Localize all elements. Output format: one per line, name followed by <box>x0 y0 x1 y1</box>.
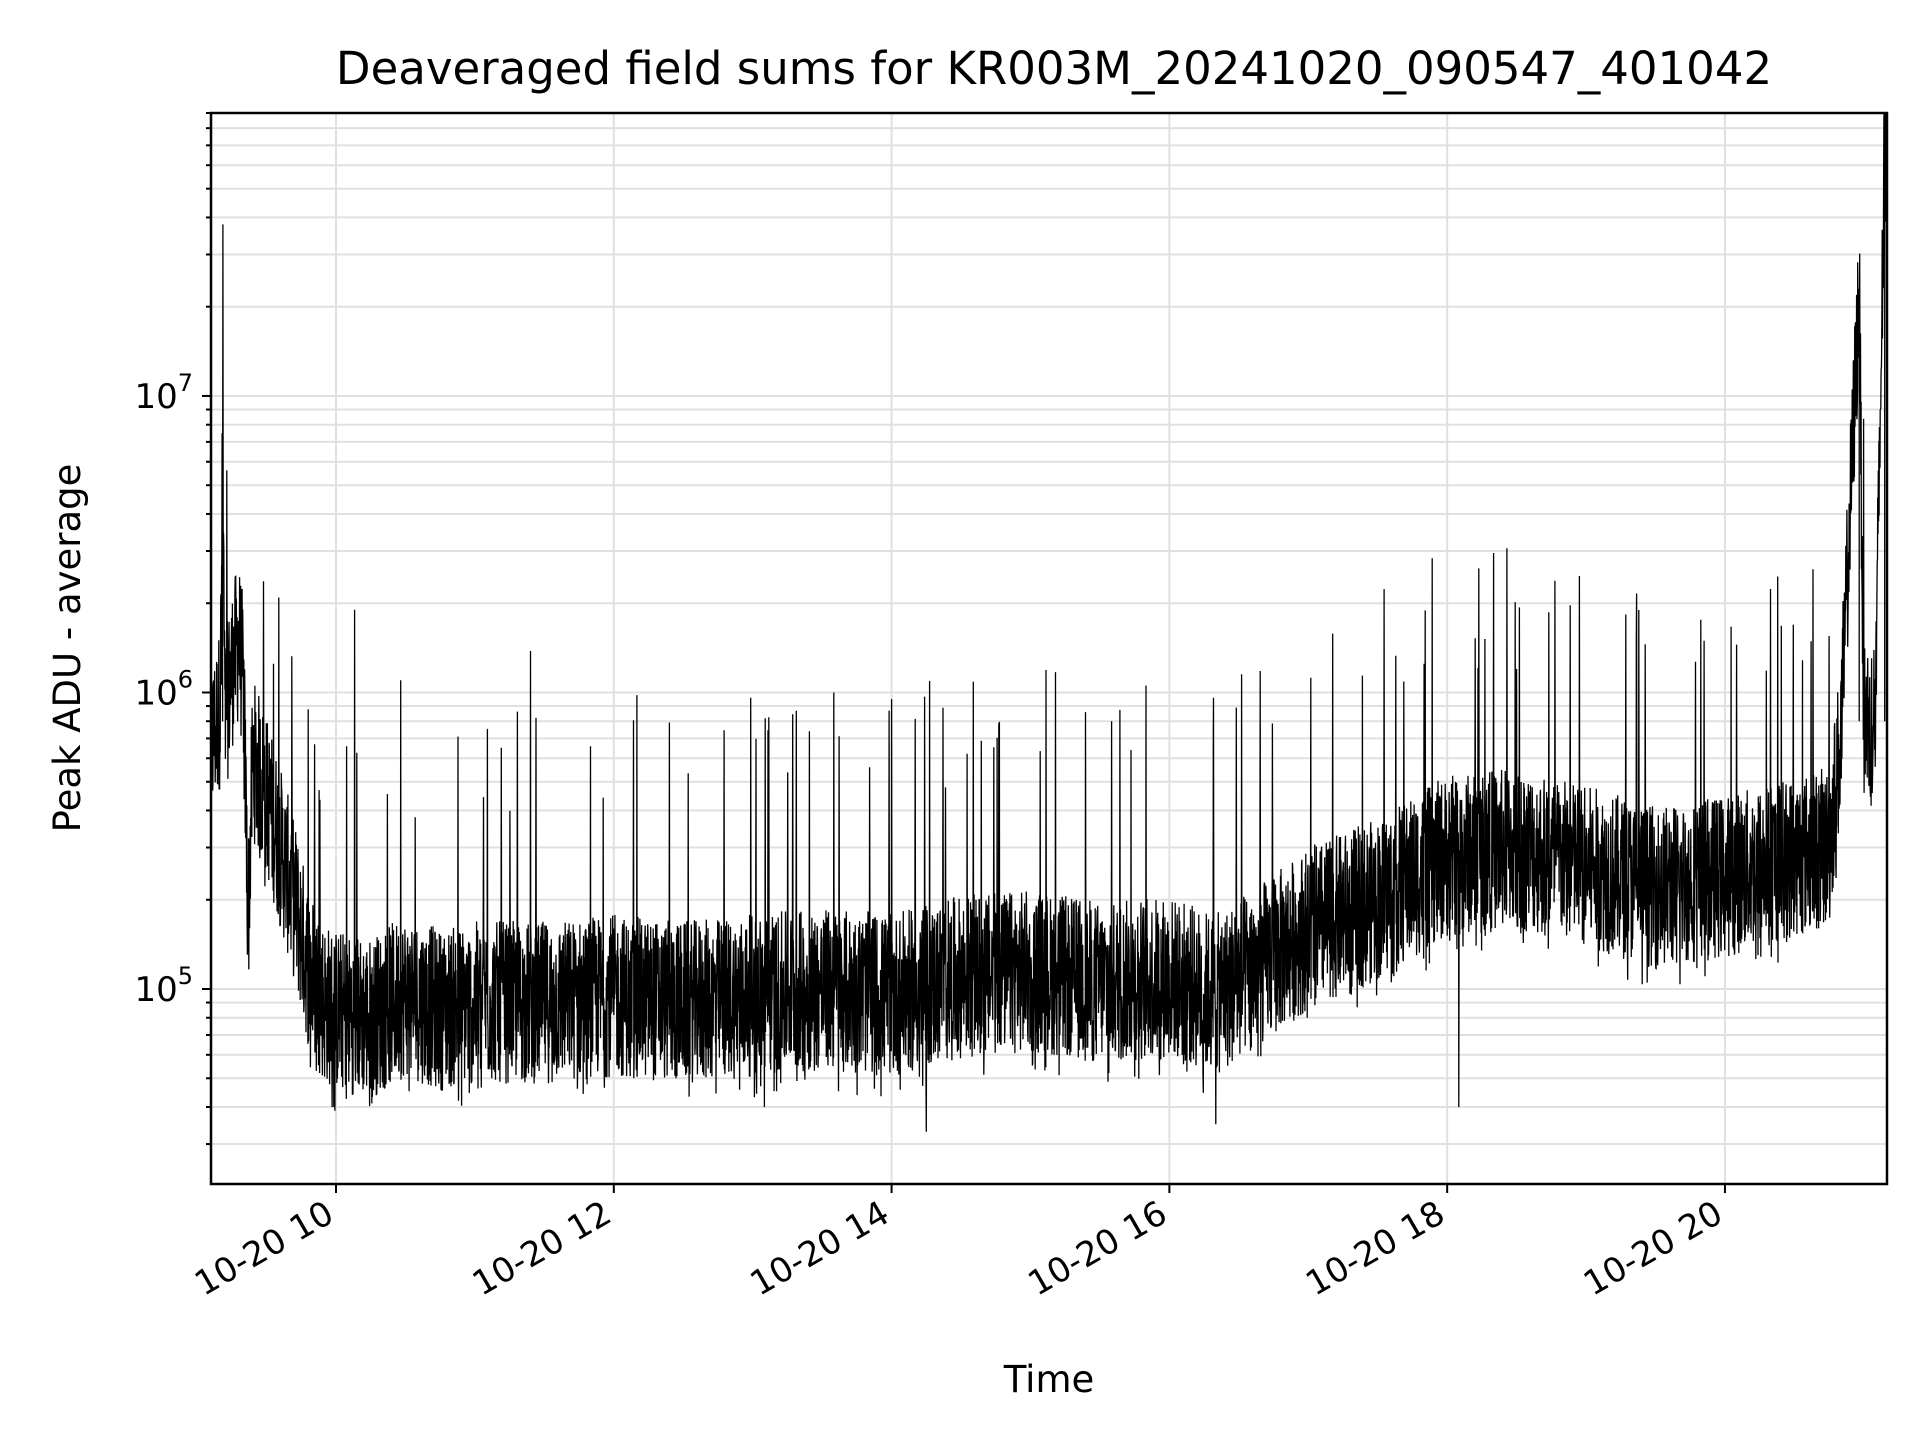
x-axis-label: Time <box>1003 1358 1095 1401</box>
y-axis: 105 106 107 <box>134 112 211 1146</box>
chart-title: Deaveraged field sums for KR003M_2024102… <box>336 42 1772 95</box>
series-line <box>210 112 1888 1132</box>
x-tick-label: 10-20 12 <box>466 1193 618 1304</box>
y-tick-label: 105 <box>134 962 193 1010</box>
plot-frame <box>209 111 1889 1186</box>
x-tick-label: 10-20 14 <box>744 1193 896 1304</box>
x-axis: 10-20 10 10-20 12 10-20 14 10-20 16 10-20 18… <box>188 1184 1729 1304</box>
x-tick-label: 10-20 18 <box>1299 1193 1451 1304</box>
y-axis-label: Peak ADU - average <box>46 464 89 833</box>
y-tick-label: 107 <box>134 369 193 417</box>
x-tick-label: 10-20 10 <box>188 1193 340 1304</box>
x-tick-label: 10-20 16 <box>1021 1193 1173 1304</box>
y-tick-label: 106 <box>134 665 193 713</box>
x-tick-label: 10-20 20 <box>1577 1193 1729 1304</box>
